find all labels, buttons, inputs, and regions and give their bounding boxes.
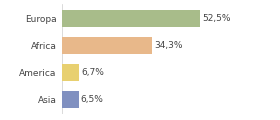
Text: 6,5%: 6,5% — [81, 95, 104, 104]
Text: 34,3%: 34,3% — [154, 41, 183, 50]
Bar — [62, 91, 79, 108]
Bar — [62, 10, 200, 27]
Text: 52,5%: 52,5% — [202, 14, 231, 23]
Text: 6,7%: 6,7% — [81, 68, 104, 77]
Bar — [62, 37, 152, 54]
Bar — [62, 64, 79, 81]
